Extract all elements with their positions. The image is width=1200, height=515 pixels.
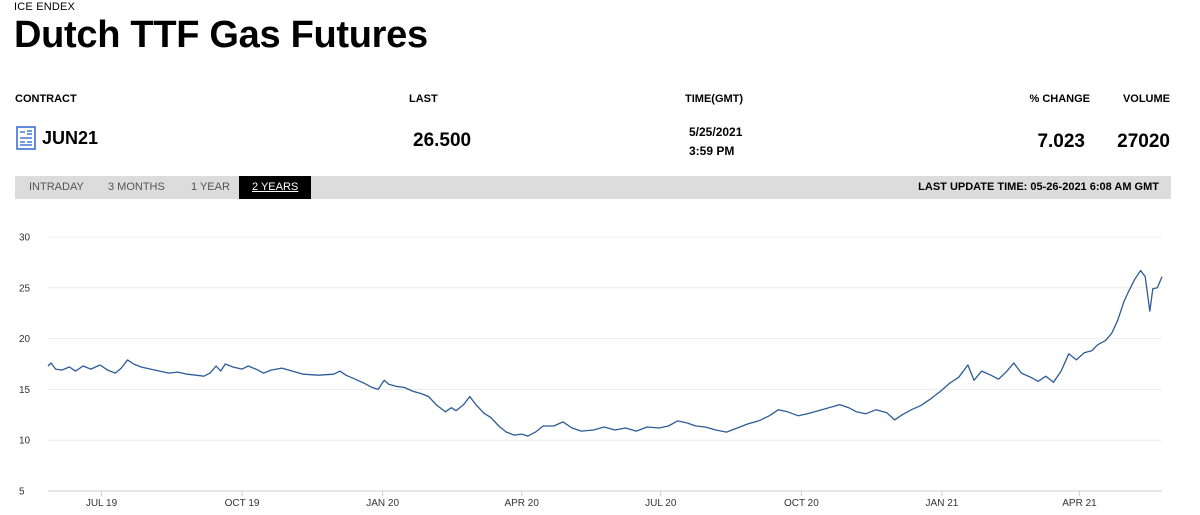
tab-2-years[interactable]: 2 YEARS	[239, 176, 312, 199]
x-tick-label: OCT 19	[225, 498, 260, 509]
tab-3-months[interactable]: 3 MONTHS	[108, 181, 165, 193]
contract-cell: JUN21	[16, 126, 98, 150]
x-tick-label: JUL 20	[645, 498, 677, 509]
exchange-label: ICE ENDEX	[14, 1, 76, 13]
last-update-time: LAST UPDATE TIME: 05-26-2021 6:08 AM GMT	[918, 181, 1159, 193]
x-tick-label: JAN 20	[366, 498, 399, 509]
y-tick-label: 15	[19, 385, 31, 396]
last-price: 26.500	[413, 130, 472, 151]
chart-grid	[48, 236, 1162, 492]
x-tick-label: JUL 19	[86, 498, 118, 509]
quote-clock: 3:59 PM	[689, 144, 735, 158]
contract-name: JUN21	[42, 127, 99, 148]
quote-time: 5/25/2021 3:59 PM	[689, 123, 742, 161]
document-list-icon[interactable]	[16, 126, 36, 150]
x-tick-label: OCT 20	[784, 498, 819, 509]
page-title: Dutch TTF Gas Futures	[14, 14, 428, 56]
column-header-pct-change: % CHANGE	[1029, 93, 1090, 105]
x-axis-ticks: JUL 19 OCT 19 JAN 20 APR 20 JUL 20 OCT 20 JAN …	[86, 491, 1097, 509]
y-tick-label: 30	[19, 233, 31, 244]
column-header-volume: VOLUME	[1122, 93, 1170, 105]
y-tick-label: 20	[19, 334, 31, 345]
tab-1-year[interactable]: 1 YEAR	[191, 181, 230, 193]
volume-value: 27020	[1117, 131, 1170, 152]
x-tick-label: APR 21	[1062, 498, 1097, 509]
y-tick-label: 10	[19, 436, 31, 447]
column-header-contract: CONTRACT	[15, 93, 77, 105]
column-header-last: LAST	[409, 93, 438, 105]
tab-intraday[interactable]: INTRADAY	[29, 181, 84, 193]
x-tick-label: APR 20	[504, 498, 539, 509]
y-tick-label: 25	[19, 283, 31, 294]
quote-date: 5/25/2021	[689, 125, 743, 139]
column-header-time: TIME(GMT)	[685, 93, 744, 105]
pct-change-value: 7.023	[1037, 131, 1085, 152]
y-tick-label: 5	[19, 487, 25, 498]
series-line	[47, 269, 1163, 437]
y-axis-ticks: 5 10 15 20 25 30	[19, 233, 31, 498]
x-tick-label: JAN 21	[926, 498, 959, 509]
range-toolbar: INTRADAY 3 MONTHS 1 YEAR 2 YEARS LAST UP…	[15, 176, 1171, 199]
